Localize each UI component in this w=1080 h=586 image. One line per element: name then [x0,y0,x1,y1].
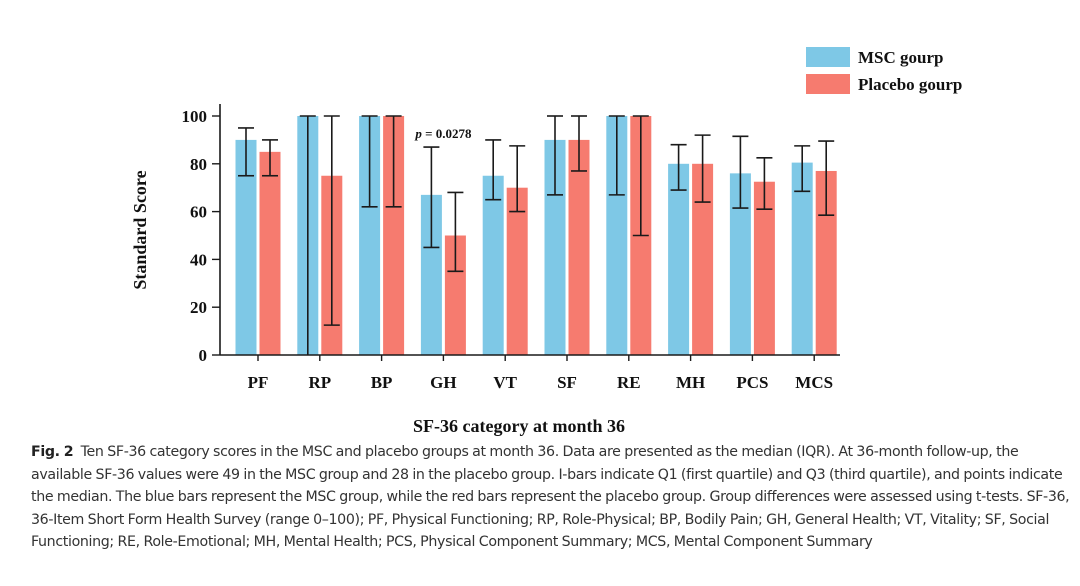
p-value-number: = 0.0278 [422,126,472,141]
error-bar-placebo-rp [323,115,340,326]
error-bar-msc-rp [299,115,316,355]
bar-placebo-bp [383,116,405,355]
x-tick-label-mh: MH [676,373,705,392]
axes: PF RP BP GH VT SF RE MH PCS MCS 0 20 40 60 80 100 [182,104,840,392]
error-bar-msc-pf [238,127,254,177]
bar-placebo-vt [506,187,528,355]
bars-layer [235,116,837,355]
x-tick-label-mcs: MCS [795,373,833,392]
error-bars-layer [238,115,835,355]
legend-swatch-msc [806,47,850,67]
error-bar-placebo-bp [385,115,402,208]
legend: MSC gourp Placebo gourp [806,47,962,94]
legend-label-placebo: Placebo gourp [858,75,962,94]
bar-placebo-pf [259,151,281,355]
x-axis-title: SF-36 category at month 36 [413,416,625,436]
bar-msc-gh [420,194,442,355]
bar-placebo-gh [444,235,466,355]
error-bar-placebo-vt [509,145,526,213]
bar-placebo-pcs [753,181,775,355]
legend-swatch-placebo [806,74,850,94]
y-tick-label-80: 80 [190,155,207,174]
bar-placebo-mh [692,163,714,355]
error-bar-placebo-mcs [818,140,835,216]
error-bar-msc-sf [547,115,563,196]
bar-placebo-mcs [815,170,837,355]
bar-msc-bp [359,116,381,355]
p-value-annotation: p = 0.0278 [414,126,472,141]
error-bar-msc-mcs [794,145,811,193]
error-bar-placebo-re [632,115,649,237]
x-tick-label-bp: BP [371,373,393,392]
y-tick-label-100: 100 [182,107,208,126]
y-axis-title: Standard Score [130,170,150,289]
error-bar-msc-pcs [732,135,749,209]
error-bar-msc-mh [670,143,687,191]
error-bar-msc-bp [361,115,378,208]
bar-msc-pf [235,139,257,355]
bar-msc-re [606,116,628,355]
bar-msc-mh [668,163,690,355]
p-value-italic-p: p [414,126,422,141]
x-tick-label-gh: GH [430,373,456,392]
x-tick-label-pf: PF [248,373,269,392]
x-tick-label-re: RE [617,373,641,392]
y-tick-label-60: 60 [190,203,207,222]
error-bar-placebo-gh [447,191,464,273]
x-tick-label-sf: SF [557,373,577,392]
error-bar-placebo-pf [262,139,278,177]
y-tick-label-20: 20 [190,298,207,317]
figure-caption: Fig. 2 Ten SF-36 category scores in the … [31,441,1076,554]
bar-msc-sf [544,139,566,355]
error-bar-msc-vt [485,139,502,201]
error-bar-placebo-pcs [756,157,773,211]
bar-placebo-sf [568,139,590,355]
caption-text: Ten SF-36 category scores in the MSC and… [31,444,1070,551]
x-tick-label-pcs: PCS [736,373,768,392]
y-tick-label-0: 0 [199,346,208,365]
bar-msc-mcs [791,162,813,355]
x-tick-label-rp: RP [308,373,331,392]
figure-label: Fig. 2 [31,444,74,460]
error-bar-placebo-sf [571,115,587,172]
error-bar-msc-re [608,115,625,196]
bar-msc-vt [482,175,504,355]
y-tick-label-40: 40 [190,250,207,269]
error-bar-msc-gh [423,146,440,249]
bar-msc-pcs [729,173,751,355]
error-bar-placebo-mh [694,134,711,203]
legend-label-msc: MSC gourp [858,48,943,67]
x-tick-label-vt: VT [493,373,517,392]
